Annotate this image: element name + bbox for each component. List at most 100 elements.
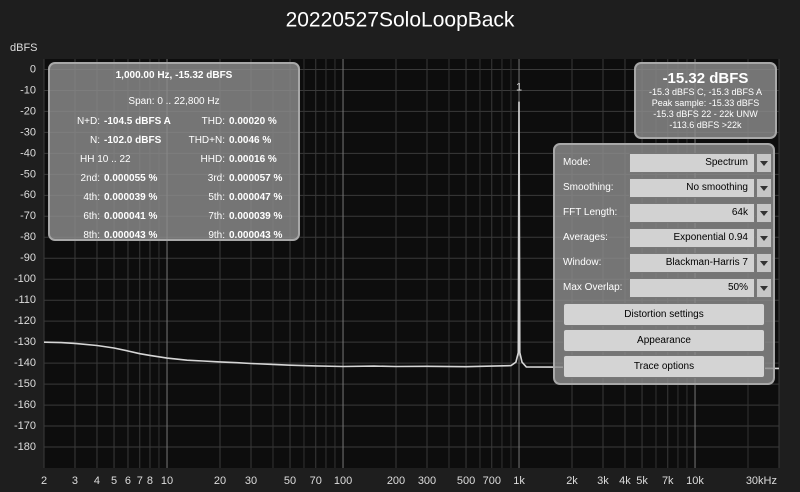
measurement-value: 0.000055 %: [104, 173, 158, 184]
dropdown[interactable]: Spectrum: [629, 152, 755, 173]
dropdown[interactable]: 64k: [629, 202, 755, 223]
x-tick-label: 30: [245, 475, 257, 487]
dropdown-label: Window:: [563, 257, 602, 268]
measurement-label: HH 10 .. 22: [80, 154, 131, 165]
dropdown[interactable]: 50%: [629, 277, 755, 298]
measurement-label: 2nd:: [80, 173, 100, 184]
x-tick-label: 100: [334, 475, 352, 487]
measurement-value: 0.0046 %: [229, 135, 272, 146]
y-tick-label: -50: [20, 168, 36, 180]
measurement-value: 0.000047 %: [229, 192, 283, 203]
dropdown-arrow[interactable]: [756, 227, 772, 248]
y-tick-label: -90: [20, 252, 36, 264]
measurement-value: -104.5 dBFS A: [104, 116, 171, 127]
x-tick-label: 7: [137, 475, 143, 487]
measurement-value: 0.00016 %: [229, 154, 277, 165]
dropdown-label: Max Overlap:: [563, 282, 623, 293]
measurement: 9th: 0.000043 %: [175, 230, 300, 243]
x-tick-label: 70: [310, 475, 322, 487]
dropdown-arrow[interactable]: [756, 252, 772, 273]
button[interactable]: Appearance: [563, 329, 765, 352]
y-tick-label: 0: [30, 63, 36, 75]
info-header: 1,000.00 Hz, -15.32 dBFS: [115, 70, 233, 81]
level-panel: -15.32 dBFS -15.3 dBFS C, -15.3 dBFS A Pea…: [634, 62, 777, 139]
dropdown-row: Max Overlap: 50%: [555, 275, 773, 300]
measurement-label: 7th:: [208, 211, 225, 222]
y-tick-label: -140: [14, 357, 36, 369]
dropdown-row: Mode: Spectrum: [555, 150, 773, 175]
dropdown-arrow[interactable]: [756, 177, 772, 198]
dropdown-arrow[interactable]: [756, 202, 772, 223]
button[interactable]: Trace options: [563, 355, 765, 378]
x-tick-label: 4k: [619, 475, 631, 487]
dropdown-row: Smoothing: No smoothing: [555, 175, 773, 200]
y-tick-label: -150: [14, 378, 36, 390]
x-tick-label: 5: [111, 475, 117, 487]
measurement: HH 10 .. 22: [50, 154, 175, 167]
measurement-value: -102.0 dBFS: [104, 135, 162, 146]
measurement: 7th: 0.000039 %: [175, 211, 300, 224]
x-tick-label: 8: [147, 475, 153, 487]
x-tick-label: 500: [457, 475, 475, 487]
trace-line: [43, 101, 780, 370]
dropdown[interactable]: No smoothing: [629, 177, 755, 198]
measurement: 8th: 0.000043 %: [50, 230, 175, 243]
measurement-label: 8th:: [83, 230, 100, 241]
measurement: 3rd: 0.000057 %: [175, 173, 300, 186]
level-detail: Peak sample: -15.33 dBFS: [651, 98, 760, 108]
measurement-label: THD:: [201, 116, 225, 127]
y-tick-label: -160: [14, 399, 36, 411]
measurement: THD+N: 0.0046 %: [175, 135, 300, 148]
info-grid: N+D: -104.5 dBFS A THD: 0.00020 % N: -102.0 d…: [50, 116, 298, 243]
measurement-label: THD+N:: [188, 135, 225, 146]
y-tick-label: -170: [14, 420, 36, 432]
dropdown-row: Window: Blackman-Harris 7: [555, 250, 773, 275]
dropdown-arrow[interactable]: [756, 277, 772, 298]
measurement: THD: 0.00020 %: [175, 116, 300, 129]
level-detail: -113.6 dBFS >22k: [669, 120, 742, 130]
y-tick-label: -30: [20, 126, 36, 138]
measurement-value: 0.000043 %: [104, 230, 158, 241]
dropdown-row: FFT Length: 64k: [555, 200, 773, 225]
dropdown[interactable]: Exponential 0.94: [629, 227, 755, 248]
x-tick-label: 3k: [597, 475, 609, 487]
y-tick-label: -70: [20, 210, 36, 222]
x-tick-label: 200: [387, 475, 405, 487]
measurement-value: 0.000039 %: [229, 211, 283, 222]
y-tick-label: -180: [14, 441, 36, 453]
level-detail: -15.3 dBFS 22 - 22k UNW: [653, 109, 758, 119]
button[interactable]: Distortion settings: [563, 303, 765, 326]
x-tick-label: 7k: [662, 475, 674, 487]
measurement: 5th: 0.000047 %: [175, 192, 300, 205]
x-tick-label: 700: [483, 475, 501, 487]
x-tick-label: 4: [94, 475, 100, 487]
x-tick-label: 20: [214, 475, 226, 487]
y-tick-label: -10: [20, 84, 36, 96]
dropdown-label: FFT Length:: [563, 207, 618, 218]
measurement: N: -102.0 dBFS: [50, 135, 175, 148]
x-tick-label: 5k: [636, 475, 648, 487]
y-tick-label: -110: [15, 294, 36, 306]
y-tick-label: -120: [14, 315, 36, 327]
measurement-label: N:: [90, 135, 100, 146]
info-panel: 1,000.00 Hz, -15.32 dBFS Span: 0 .. 22,80…: [48, 62, 300, 241]
measurement-label: 9th:: [208, 230, 225, 241]
x-tick-label: 2: [41, 475, 47, 487]
chart-title: 20220527SoloLoopBack: [286, 9, 515, 32]
x-tick-label: 50: [284, 475, 296, 487]
peak-marker: 1: [516, 82, 522, 94]
measurement-label: HHD:: [200, 154, 225, 165]
measurement-label: 5th:: [208, 192, 225, 203]
dropdown[interactable]: Blackman-Harris 7: [629, 252, 755, 273]
dropdown-row: Averages: Exponential 0.94: [555, 225, 773, 250]
measurement: 2nd: 0.000055 %: [50, 173, 175, 186]
measurement-value: 0.000057 %: [229, 173, 283, 184]
measurement: N+D: -104.5 dBFS A: [50, 116, 175, 129]
y-tick-label: -20: [20, 105, 36, 117]
dropdown-arrow[interactable]: [756, 152, 772, 173]
x-tick-label: 2k: [566, 475, 578, 487]
x-tick-label: 30kHz: [746, 475, 777, 487]
measurement-label: 6th:: [83, 211, 100, 222]
measurement-value: 0.000039 %: [104, 192, 158, 203]
y-tick-label: -60: [20, 189, 36, 201]
